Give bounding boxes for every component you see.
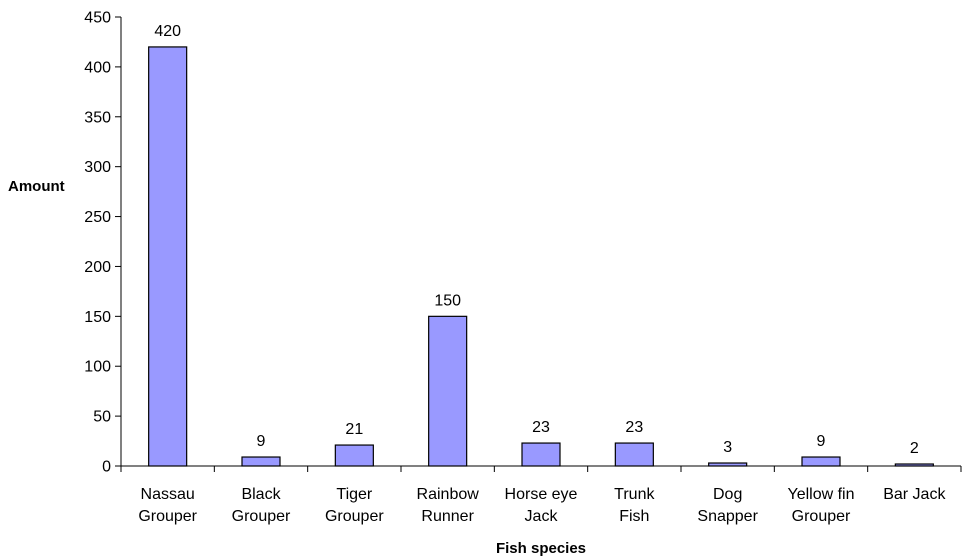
- bar: [334, 444, 374, 467]
- y-tick-label: 100: [84, 359, 111, 376]
- y-tick-label: 450: [84, 10, 111, 27]
- data-label: 21: [345, 421, 363, 438]
- bar: [428, 315, 468, 467]
- y-tick-label: 0: [102, 459, 111, 476]
- x-axis: Nassau Grouper Black Grouper Tiger Grouper Rai…: [120, 465, 962, 525]
- data-label: 23: [532, 419, 550, 436]
- x-tick-label: Nassau Grouper: [138, 486, 197, 525]
- y-tick-label: 200: [84, 259, 111, 276]
- data-label: 3: [723, 439, 732, 456]
- y-tick-label: 300: [84, 159, 111, 176]
- x-tick-label: Yellow fin Grouper: [787, 486, 854, 525]
- bars: [148, 46, 934, 467]
- bar: [241, 456, 281, 467]
- data-label: 420: [154, 23, 181, 40]
- y-tick-label: 250: [84, 209, 111, 226]
- data-label: 9: [817, 433, 826, 450]
- x-tick-label: Tiger Grouper: [325, 486, 384, 525]
- x-tick-label: Rainbow Runner: [417, 486, 480, 525]
- bar: [894, 463, 934, 467]
- bar: [148, 46, 188, 467]
- y-tick-label: 350: [84, 109, 111, 126]
- y-axis: 0 50 100 150 200 250 300 350 400 450: [84, 10, 122, 476]
- data-labels: 420 9 21 150 23 23 3 9 2: [154, 23, 919, 457]
- y-axis-title: Amount: [8, 178, 65, 195]
- bar: [708, 462, 748, 467]
- x-tick-label: Dog Snapper: [697, 486, 758, 525]
- x-axis-title: Fish species: [496, 540, 586, 557]
- data-label: 2: [910, 440, 919, 457]
- data-label: 23: [625, 419, 643, 436]
- x-tick-label: Trunk Fish: [614, 486, 655, 525]
- x-tick-label: Bar Jack: [883, 486, 946, 503]
- data-label: 9: [257, 433, 266, 450]
- bar: [614, 442, 654, 467]
- x-tick-label: Horse eye Jack: [505, 486, 578, 525]
- bar: [521, 442, 561, 467]
- x-tick-label: Black Grouper: [232, 486, 291, 525]
- bar: [801, 456, 841, 467]
- y-tick-label: 150: [84, 309, 111, 326]
- data-label: 150: [434, 292, 461, 309]
- y-tick-label: 50: [93, 409, 111, 426]
- y-tick-label: 400: [84, 59, 111, 76]
